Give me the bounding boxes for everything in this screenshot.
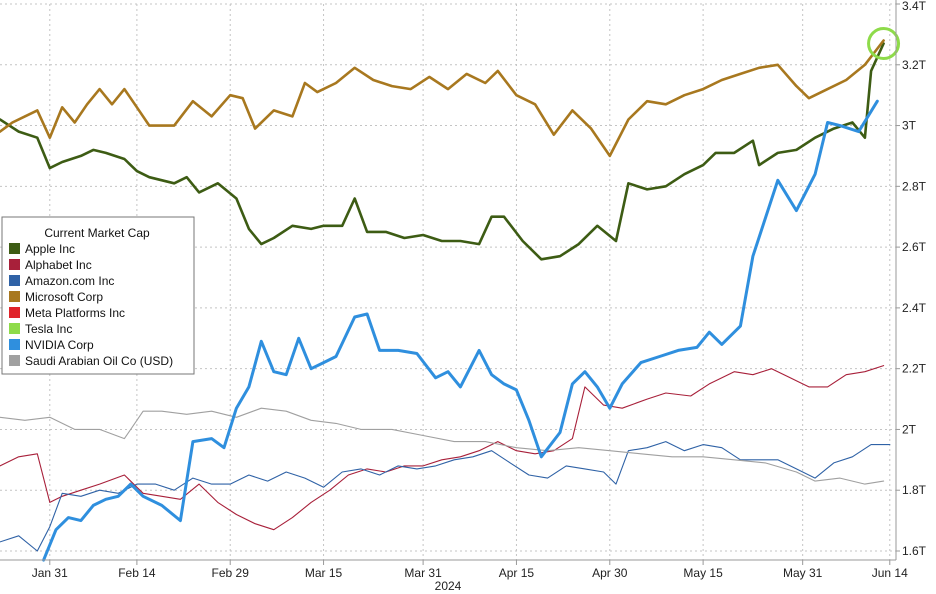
- x-tick-label: Jun 14: [872, 566, 908, 580]
- y-tick-label: 3.4T: [902, 0, 927, 13]
- legend-swatch: [9, 307, 20, 318]
- x-tick-label: Apr 30: [592, 566, 628, 580]
- x-axis-title: 2024: [435, 579, 462, 593]
- x-tick-label: Mar 15: [305, 566, 343, 580]
- highlight-circle: [867, 27, 901, 61]
- x-tick-label: Feb 29: [212, 566, 250, 580]
- x-tick-label: Apr 15: [499, 566, 535, 580]
- y-tick-label: 2.8T: [902, 179, 927, 193]
- series-line-microsoft-corp: [0, 39, 885, 158]
- y-tick-label: 2.4T: [902, 301, 927, 315]
- legend-label: Alphabet Inc: [25, 258, 92, 272]
- series-line-apple-inc: [0, 42, 885, 261]
- series-lines: [0, 39, 891, 562]
- gridlines: [0, 3, 896, 560]
- legend-label: NVIDIA Corp: [25, 338, 94, 352]
- y-tick-label: 2.6T: [902, 240, 927, 254]
- legend-label: Apple Inc: [25, 242, 75, 256]
- legend: Current Market Cap Apple Inc Alphabet Inc…: [1, 216, 195, 375]
- legend-swatch: [9, 291, 20, 302]
- legend-items: Apple Inc Alphabet Inc Amazon.com Inc Micro…: [9, 242, 173, 368]
- x-tick-label: May 31: [783, 566, 823, 580]
- legend-swatch: [9, 275, 20, 286]
- y-tick-label: 3.2T: [902, 58, 927, 72]
- series-line-saudi-arabian-oil-co-usd: [0, 407, 885, 485]
- highlight-markers: [867, 27, 901, 61]
- x-tick-label: Mar 31: [404, 566, 442, 580]
- legend-box: [1, 216, 195, 375]
- series-line-amazon-com-inc: [0, 441, 891, 552]
- y-tick-label: 1.8T: [902, 483, 927, 497]
- series-line-nvidia-corp: [42, 99, 879, 562]
- series-line-alphabet-inc: [0, 365, 885, 531]
- legend-swatch: [9, 243, 20, 254]
- legend-swatch: [9, 323, 20, 334]
- legend-label: Amazon.com Inc: [25, 274, 114, 288]
- legend-swatch: [9, 259, 20, 270]
- legend-title: Current Market Cap: [44, 226, 150, 240]
- legend-label: Tesla Inc: [25, 322, 72, 336]
- x-tick-label: May 15: [683, 566, 723, 580]
- legend-label: Microsoft Corp: [25, 290, 103, 304]
- legend-swatch: [9, 355, 20, 366]
- y-tick-label: 2T: [902, 422, 917, 436]
- x-tick-label: Feb 14: [118, 566, 156, 580]
- y-tick-label: 1.6T: [902, 544, 927, 558]
- y-tick-label: 2.2T: [902, 362, 927, 376]
- legend-label: Saudi Arabian Oil Co (USD): [25, 354, 173, 368]
- legend-label: Meta Platforms Inc: [25, 306, 125, 320]
- x-tick-label: Jan 31: [32, 566, 68, 580]
- y-tick-label: 3T: [902, 119, 917, 133]
- legend-swatch: [9, 339, 20, 350]
